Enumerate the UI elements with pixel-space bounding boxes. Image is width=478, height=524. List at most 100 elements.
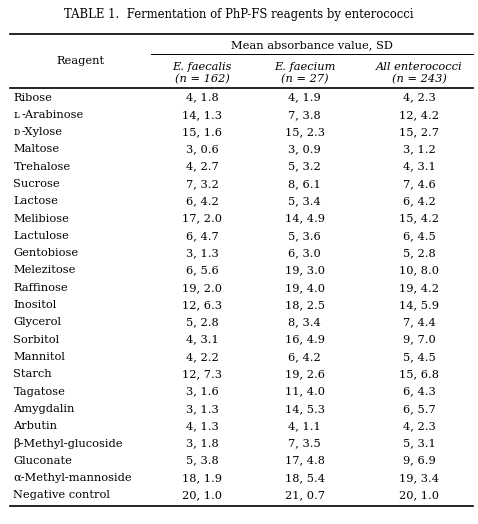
Text: Gentobiose: Gentobiose	[13, 248, 78, 258]
Text: 21, 0.7: 21, 0.7	[285, 490, 325, 500]
Text: Inositol: Inositol	[13, 300, 56, 310]
Text: 5, 3.1: 5, 3.1	[403, 439, 436, 449]
Text: 5, 2.8: 5, 2.8	[185, 318, 218, 328]
Text: 3, 0.6: 3, 0.6	[185, 145, 218, 155]
Text: 5, 3.4: 5, 3.4	[288, 196, 321, 206]
Text: 6, 3.0: 6, 3.0	[288, 248, 321, 258]
Text: 3, 1.8: 3, 1.8	[185, 439, 218, 449]
Text: 7, 3.5: 7, 3.5	[288, 439, 321, 449]
Text: 18, 5.4: 18, 5.4	[285, 473, 325, 483]
Text: Lactulose: Lactulose	[13, 231, 69, 241]
Text: 19, 2.6: 19, 2.6	[285, 369, 325, 379]
Text: Reagent: Reagent	[56, 56, 104, 66]
Text: 6, 4.2: 6, 4.2	[403, 196, 436, 206]
Text: Gluconate: Gluconate	[13, 456, 72, 466]
Text: 17, 4.8: 17, 4.8	[285, 456, 325, 466]
Text: 4, 1.3: 4, 1.3	[185, 421, 218, 431]
Text: Trehalose: Trehalose	[13, 162, 71, 172]
Text: 11, 4.0: 11, 4.0	[285, 387, 325, 397]
Text: 7, 4.6: 7, 4.6	[403, 179, 436, 189]
Text: E. faecalis: E. faecalis	[172, 62, 232, 72]
Text: 3, 0.9: 3, 0.9	[288, 145, 321, 155]
Text: ʟ: ʟ	[13, 110, 19, 120]
Text: 4, 1.1: 4, 1.1	[288, 421, 321, 431]
Text: 3, 1.6: 3, 1.6	[185, 387, 218, 397]
Text: α-Methyl-mannoside: α-Methyl-mannoside	[13, 473, 132, 483]
Text: 7, 4.4: 7, 4.4	[403, 318, 436, 328]
Text: 5, 3.8: 5, 3.8	[185, 456, 218, 466]
Text: 19, 3.4: 19, 3.4	[400, 473, 439, 483]
Text: 6, 5.6: 6, 5.6	[185, 266, 218, 276]
Text: 4, 2.2: 4, 2.2	[185, 352, 218, 362]
Text: 4, 2.3: 4, 2.3	[403, 93, 436, 103]
Text: 7, 3.2: 7, 3.2	[185, 179, 218, 189]
Text: 12, 4.2: 12, 4.2	[400, 110, 439, 120]
Text: 4, 3.1: 4, 3.1	[403, 162, 436, 172]
Text: Sucrose: Sucrose	[13, 179, 60, 189]
Text: 4, 3.1: 4, 3.1	[185, 335, 218, 345]
Text: Mean absorbance value, SD: Mean absorbance value, SD	[231, 40, 393, 50]
Text: (n = 243): (n = 243)	[392, 74, 447, 84]
Text: 5, 4.5: 5, 4.5	[403, 352, 436, 362]
Text: 18, 1.9: 18, 1.9	[182, 473, 222, 483]
Text: 12, 7.3: 12, 7.3	[182, 369, 222, 379]
Text: 8, 6.1: 8, 6.1	[288, 179, 321, 189]
Text: -Arabinose: -Arabinose	[22, 110, 84, 120]
Text: Glycerol: Glycerol	[13, 318, 61, 328]
Text: 15, 4.2: 15, 4.2	[400, 214, 439, 224]
Text: 6, 4.7: 6, 4.7	[185, 231, 218, 241]
Text: Starch: Starch	[13, 369, 52, 379]
Text: 4, 1.8: 4, 1.8	[185, 93, 218, 103]
Text: 17, 2.0: 17, 2.0	[182, 214, 222, 224]
Text: 14, 5.9: 14, 5.9	[400, 300, 439, 310]
Text: 14, 5.3: 14, 5.3	[285, 404, 325, 414]
Text: -Xylose: -Xylose	[22, 127, 63, 137]
Text: 16, 4.9: 16, 4.9	[285, 335, 325, 345]
Text: 20, 1.0: 20, 1.0	[182, 490, 222, 500]
Text: 4, 1.9: 4, 1.9	[288, 93, 321, 103]
Text: 6, 4.3: 6, 4.3	[403, 387, 436, 397]
Text: 4, 2.3: 4, 2.3	[403, 421, 436, 431]
Text: 5, 3.6: 5, 3.6	[288, 231, 321, 241]
Text: 5, 2.8: 5, 2.8	[403, 248, 436, 258]
Text: 8, 3.4: 8, 3.4	[288, 318, 321, 328]
Text: β-Methyl-glucoside: β-Methyl-glucoside	[13, 438, 123, 449]
Text: Arbutin: Arbutin	[13, 421, 57, 431]
Text: 6, 4.2: 6, 4.2	[185, 196, 218, 206]
Text: 3, 1.2: 3, 1.2	[403, 145, 436, 155]
Text: Lactose: Lactose	[13, 196, 58, 206]
Text: TABLE 1.  Fermentation of PhP-FS reagents by enterococci: TABLE 1. Fermentation of PhP-FS reagents…	[64, 8, 414, 21]
Text: 5, 3.2: 5, 3.2	[288, 162, 321, 172]
Text: 15, 6.8: 15, 6.8	[400, 369, 439, 379]
Text: Negative control: Negative control	[13, 490, 110, 500]
Text: 20, 1.0: 20, 1.0	[400, 490, 439, 500]
Text: 4, 2.7: 4, 2.7	[185, 162, 218, 172]
Text: 12, 6.3: 12, 6.3	[182, 300, 222, 310]
Text: Tagatose: Tagatose	[13, 387, 65, 397]
Text: 14, 1.3: 14, 1.3	[182, 110, 222, 120]
Text: 3, 1.3: 3, 1.3	[185, 404, 218, 414]
Text: 18, 2.5: 18, 2.5	[285, 300, 325, 310]
Text: Mannitol: Mannitol	[13, 352, 65, 362]
Text: All enterococci: All enterococci	[376, 62, 463, 72]
Text: Melezitose: Melezitose	[13, 266, 76, 276]
Text: 15, 2.3: 15, 2.3	[285, 127, 325, 137]
Text: 15, 1.6: 15, 1.6	[182, 127, 222, 137]
Text: 19, 2.0: 19, 2.0	[182, 283, 222, 293]
Text: Maltose: Maltose	[13, 145, 59, 155]
Text: Ribose: Ribose	[13, 93, 52, 103]
Text: 15, 2.7: 15, 2.7	[400, 127, 439, 137]
Text: Melibiose: Melibiose	[13, 214, 69, 224]
Text: 19, 4.2: 19, 4.2	[400, 283, 439, 293]
Text: 7, 3.8: 7, 3.8	[288, 110, 321, 120]
Text: 6, 5.7: 6, 5.7	[403, 404, 436, 414]
Text: (n = 162): (n = 162)	[174, 74, 229, 84]
Text: 6, 4.5: 6, 4.5	[403, 231, 436, 241]
Text: 10, 8.0: 10, 8.0	[400, 266, 439, 276]
Text: ᴅ: ᴅ	[13, 127, 20, 137]
Text: Raffinose: Raffinose	[13, 283, 68, 293]
Text: 3, 1.3: 3, 1.3	[185, 248, 218, 258]
Text: E. faecium: E. faecium	[274, 62, 336, 72]
Text: (n = 27): (n = 27)	[281, 74, 328, 84]
Text: 19, 4.0: 19, 4.0	[285, 283, 325, 293]
